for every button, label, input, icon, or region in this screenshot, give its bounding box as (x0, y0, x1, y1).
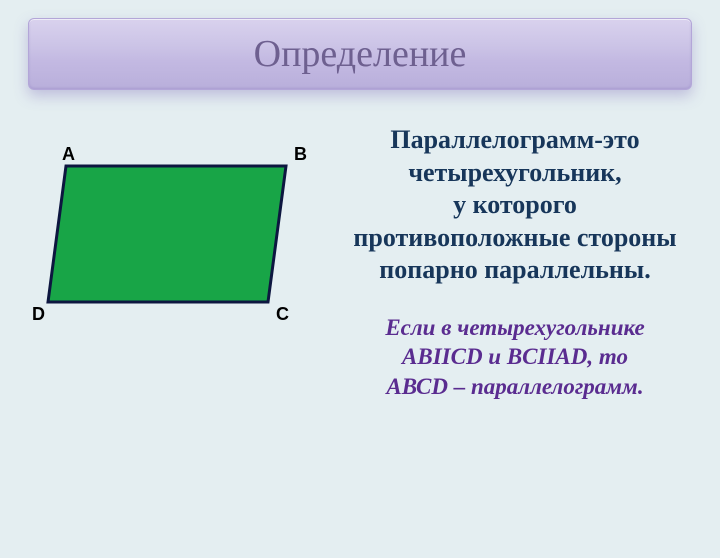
condition-line-2: ABIICD и BCIIAD, то (334, 342, 696, 372)
condition-block: Если в четырехугольнике ABIICD и BCIIAD,… (334, 313, 696, 403)
title-bar: Определение (28, 18, 692, 90)
definition-line-3: у которого (334, 189, 696, 222)
parallelogram-svg (24, 144, 304, 324)
content-area: A B C D Параллелограмм-это четырехугольн… (0, 90, 720, 402)
vertex-label-b: B (294, 144, 307, 165)
slide-title: Определение (254, 32, 467, 76)
condition-line-1: Если в четырехугольнике (334, 313, 696, 343)
definition-line-4: противоположные стороны попарно параллел… (334, 222, 696, 287)
vertex-label-d: D (32, 304, 45, 325)
vertex-label-c: C (276, 304, 289, 325)
parallelogram-figure: A B C D (24, 120, 334, 402)
text-column: Параллелограмм-это четырехугольник, у ко… (334, 120, 696, 402)
definition-line-2: четырехугольник, (334, 157, 696, 190)
definition-line-1: Параллелограмм-это (334, 124, 696, 157)
parallelogram-shape (48, 166, 286, 302)
vertex-label-a: A (62, 144, 75, 165)
condition-line-3: АВСD – параллелограмм. (334, 372, 696, 402)
